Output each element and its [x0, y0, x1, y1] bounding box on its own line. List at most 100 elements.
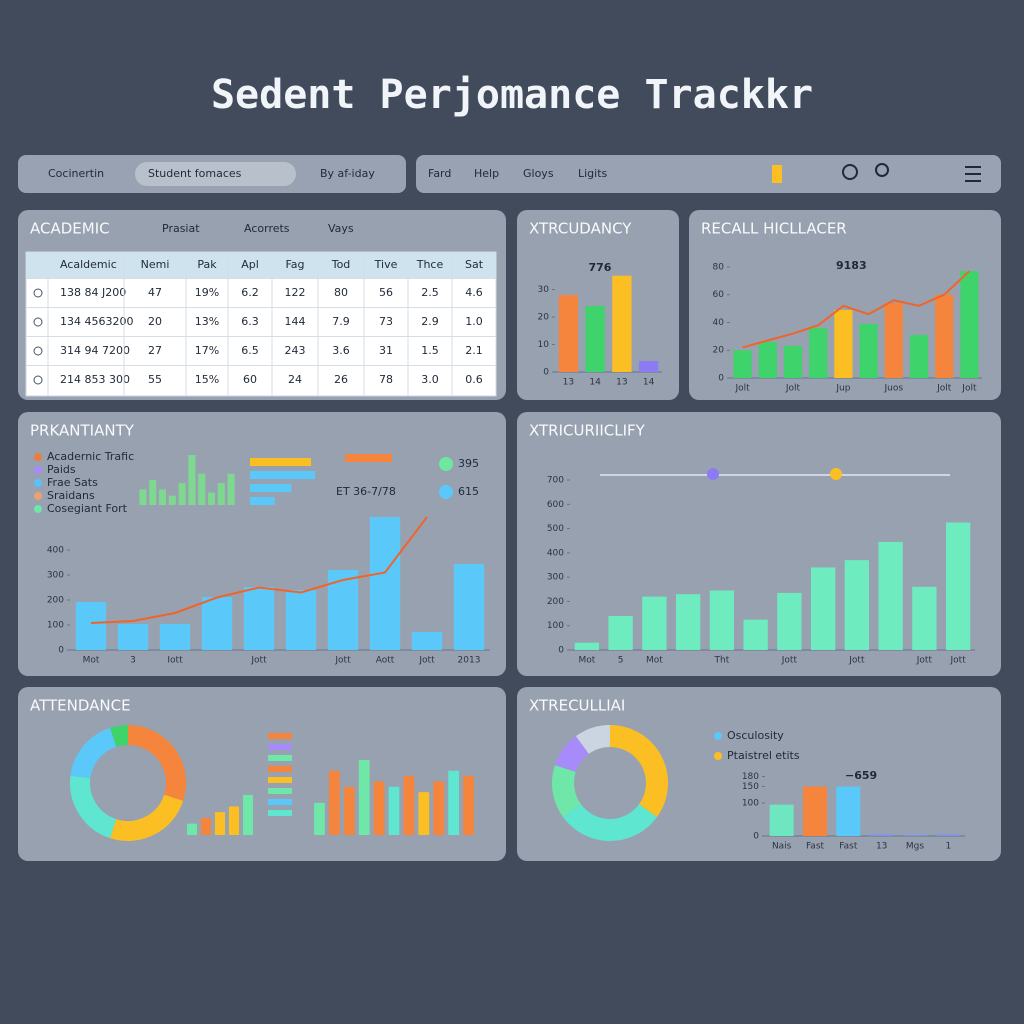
search-icon[interactable]: [842, 164, 858, 180]
toolbar-right: [416, 155, 1001, 193]
filter[interactable]: Acorrets: [244, 222, 290, 235]
period[interactable]: By af-iday: [320, 167, 375, 180]
table-cell: 26: [334, 373, 348, 386]
bar: [242, 795, 254, 835]
bar: [168, 495, 176, 505]
bar: [75, 602, 107, 650]
bar: [777, 592, 802, 650]
table-cell: 2.9: [421, 315, 439, 328]
y-tick-label: 200: [47, 596, 64, 606]
table-cell: 144: [285, 315, 306, 328]
table-cell: 60: [243, 373, 257, 386]
x-tick-label: Jolt: [785, 384, 801, 394]
y-tick-label: 180: [742, 772, 759, 782]
panel-title: RECALL HICLLACER: [701, 220, 847, 238]
slider-knob[interactable]: [830, 468, 842, 480]
donut-segment: [552, 765, 582, 818]
x-tick-label: Jup: [835, 384, 850, 394]
y-tick-label: 500: [547, 524, 564, 534]
panel-title: XTRICURIICLIFY: [529, 422, 646, 440]
stat-dot: [439, 457, 453, 471]
legend-label: Osculosity: [727, 729, 784, 742]
menu-icon[interactable]: [965, 173, 981, 175]
icon[interactable]: [772, 165, 782, 183]
bar: [200, 817, 212, 835]
y-tick-label: 300: [47, 571, 64, 581]
table-cell: 3.0: [421, 373, 439, 386]
bar: [214, 812, 226, 835]
table-cell: 24: [288, 373, 302, 386]
nav-item[interactable]: Ligits: [578, 167, 608, 180]
legend-strip: [268, 766, 292, 772]
y-tick-label: 0: [543, 368, 549, 378]
y-tick-label: 150: [742, 782, 759, 792]
x-tick-label: Jolt: [734, 384, 750, 394]
bar: [783, 346, 803, 378]
bar: [149, 480, 157, 505]
nav-item[interactable]: Gloys: [523, 167, 554, 180]
donut-segment: [554, 736, 590, 773]
bar: [373, 781, 385, 835]
table-cell: 0.6: [465, 373, 483, 386]
filter-pill[interactable]: [135, 162, 296, 186]
table-cell: 20: [148, 315, 162, 328]
bar: [574, 642, 600, 650]
hbar: [250, 497, 275, 505]
table-cell: 19%: [195, 286, 219, 299]
x-tick-label: Jott: [916, 656, 933, 666]
x-tick-label: 14: [589, 378, 601, 388]
line: [742, 270, 971, 349]
table-cell: 1.0: [465, 315, 483, 328]
filter[interactable]: Prasiat: [162, 222, 200, 235]
bar: [369, 517, 401, 650]
y-tick-label: 60: [713, 290, 725, 300]
bar: [227, 473, 235, 505]
x-tick-label: Jott: [418, 656, 435, 666]
hbar: [250, 471, 315, 479]
y-tick-label: 300: [547, 573, 564, 583]
bar: [809, 328, 828, 378]
x-tick-label: Jolt: [961, 384, 977, 394]
search[interactable]: Cocinertin: [48, 167, 104, 180]
table-cell: 314 94 7200: [60, 344, 130, 357]
bar: [201, 597, 233, 650]
stat-value: 615: [458, 485, 479, 498]
x-tick-label: 13: [563, 378, 574, 388]
y-tick-label: 400: [547, 548, 564, 558]
table-cell: 80: [334, 286, 348, 299]
filter[interactable]: Vays: [328, 222, 354, 235]
menu-icon[interactable]: [965, 180, 981, 182]
pill: [345, 454, 392, 462]
table-cell: Fag: [285, 258, 304, 271]
x-tick-label: 2013: [458, 656, 481, 666]
legend-label: Paids: [47, 463, 76, 476]
bar: [418, 792, 430, 835]
panel-title: PRKANTIANTY: [30, 422, 135, 440]
bar: [810, 567, 836, 650]
y-tick-label: 20: [713, 346, 725, 356]
user-icon[interactable]: [875, 163, 889, 177]
table-cell: 73: [379, 315, 393, 328]
bar: [328, 770, 340, 835]
bar: [243, 587, 275, 650]
x-tick-label: Mot: [646, 656, 663, 666]
bar: [158, 489, 167, 505]
nav-item[interactable]: Help: [474, 167, 499, 180]
nav-item[interactable]: Fard: [428, 167, 451, 180]
y-tick-label: 0: [718, 374, 724, 384]
bar: [343, 786, 355, 835]
y-tick-label: 100: [547, 621, 564, 631]
slider-knob[interactable]: [707, 468, 719, 480]
bar: [912, 586, 937, 650]
table-cell: 2.5: [421, 286, 439, 299]
table-cell: 6.2: [241, 286, 259, 299]
filter[interactable]: Student fomaces: [148, 167, 242, 180]
legend-swatch: [34, 492, 42, 500]
menu-icon[interactable]: [965, 166, 981, 168]
bar: [936, 834, 961, 836]
bar: [285, 590, 317, 650]
x-tick-label: Iott: [167, 656, 183, 666]
bar: [836, 786, 861, 836]
table-cell: Pak: [197, 258, 217, 271]
donut-segment: [70, 727, 117, 779]
